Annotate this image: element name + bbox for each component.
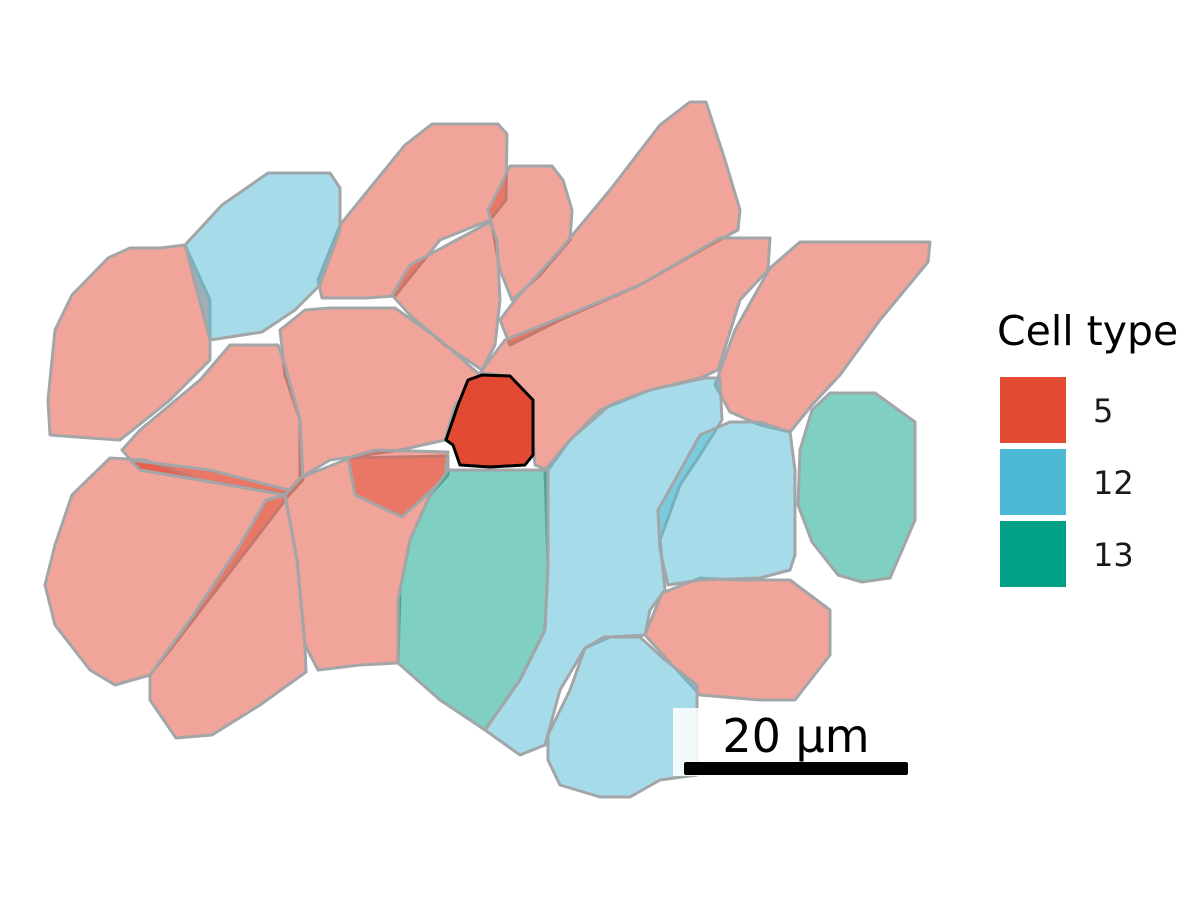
legend-swatch-13 bbox=[1000, 521, 1066, 587]
scale-bar: 20 µm bbox=[673, 708, 908, 776]
cell-type-13 bbox=[396, 468, 550, 732]
legend-title: Cell type bbox=[997, 307, 1178, 355]
scale-bar-line bbox=[684, 762, 908, 775]
highlighted-cell-type-5 bbox=[444, 373, 535, 469]
legend-label-13: 13 bbox=[1093, 536, 1134, 574]
cell-type-13 bbox=[796, 391, 917, 584]
legend-label-12: 12 bbox=[1093, 464, 1134, 502]
legend: Cell type 5 12 13 bbox=[997, 307, 1178, 587]
cell-polygons bbox=[43, 100, 932, 799]
cell-type-5 bbox=[390, 220, 502, 372]
legend-label-5: 5 bbox=[1093, 392, 1113, 430]
cell-type-12 bbox=[183, 171, 342, 342]
cell-type-12 bbox=[656, 420, 797, 587]
legend-swatch-5 bbox=[1000, 377, 1066, 443]
cell-type-5 bbox=[128, 458, 291, 497]
scale-bar-label: 20 µm bbox=[722, 709, 869, 763]
legend-swatch-12 bbox=[1000, 449, 1066, 515]
cell-type-12 bbox=[546, 635, 699, 799]
